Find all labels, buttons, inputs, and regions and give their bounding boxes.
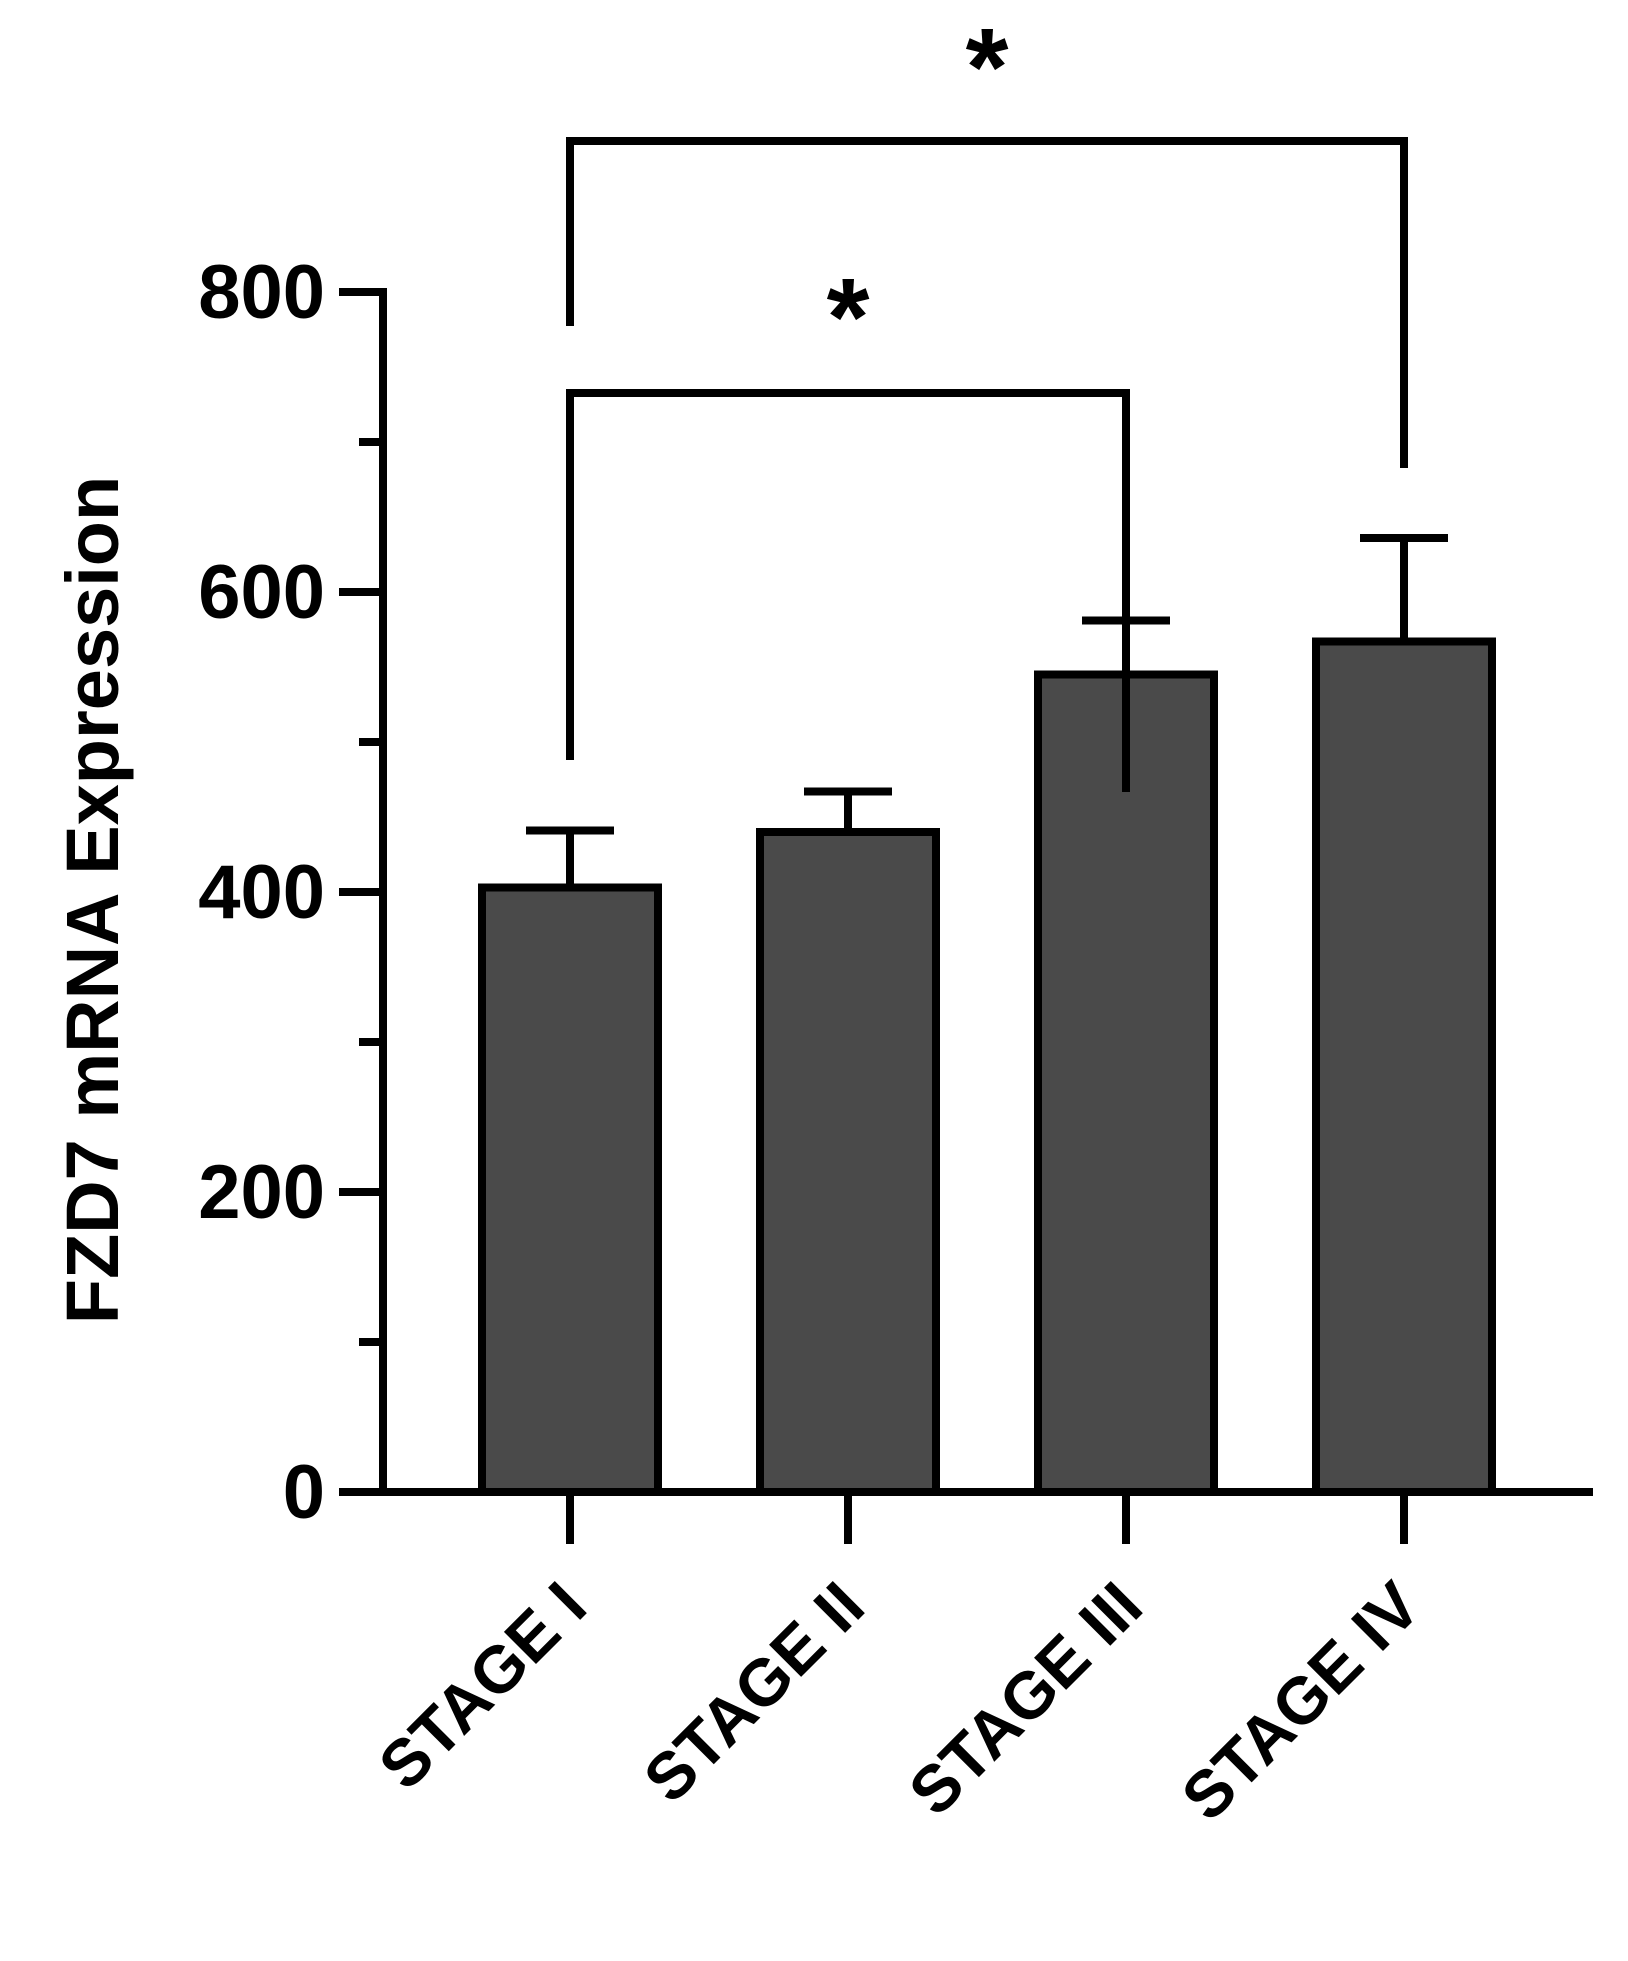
significance-label-1: * [827,256,870,379]
x-tick-label-3: STAGE III [894,1568,1155,1829]
x-tick-label-1: STAGE I [364,1568,600,1804]
y-tick-label-600: 600 [198,550,325,635]
y-tick-label-800: 800 [198,250,325,335]
significance-bracket-1 [566,389,1130,792]
brackets-layer [566,137,1408,792]
x-tick-label-2: STAGE II [629,1568,878,1817]
y-tick-label-200: 200 [198,1150,325,1235]
y-tick-label-0: 0 [283,1450,325,1535]
x-tick-label-4: STAGE IV [1167,1568,1434,1835]
labels-layer: FZD7 mRNA Expression 0 200 400 600 800 STAGE … [51,6,1434,1834]
bar-2 [756,828,940,1496]
bar-4 [1312,637,1496,1496]
bar-1 [478,883,662,1496]
y-axis-title: FZD7 mRNA Expression [51,476,134,1324]
axes-layer [339,288,1593,1544]
bar-3 [1034,670,1218,1496]
y-tick-label-400: 400 [198,850,325,935]
bars-layer [478,534,1496,1496]
significance-bracket-2 [566,137,1408,468]
significance-label-2: * [966,6,1009,129]
